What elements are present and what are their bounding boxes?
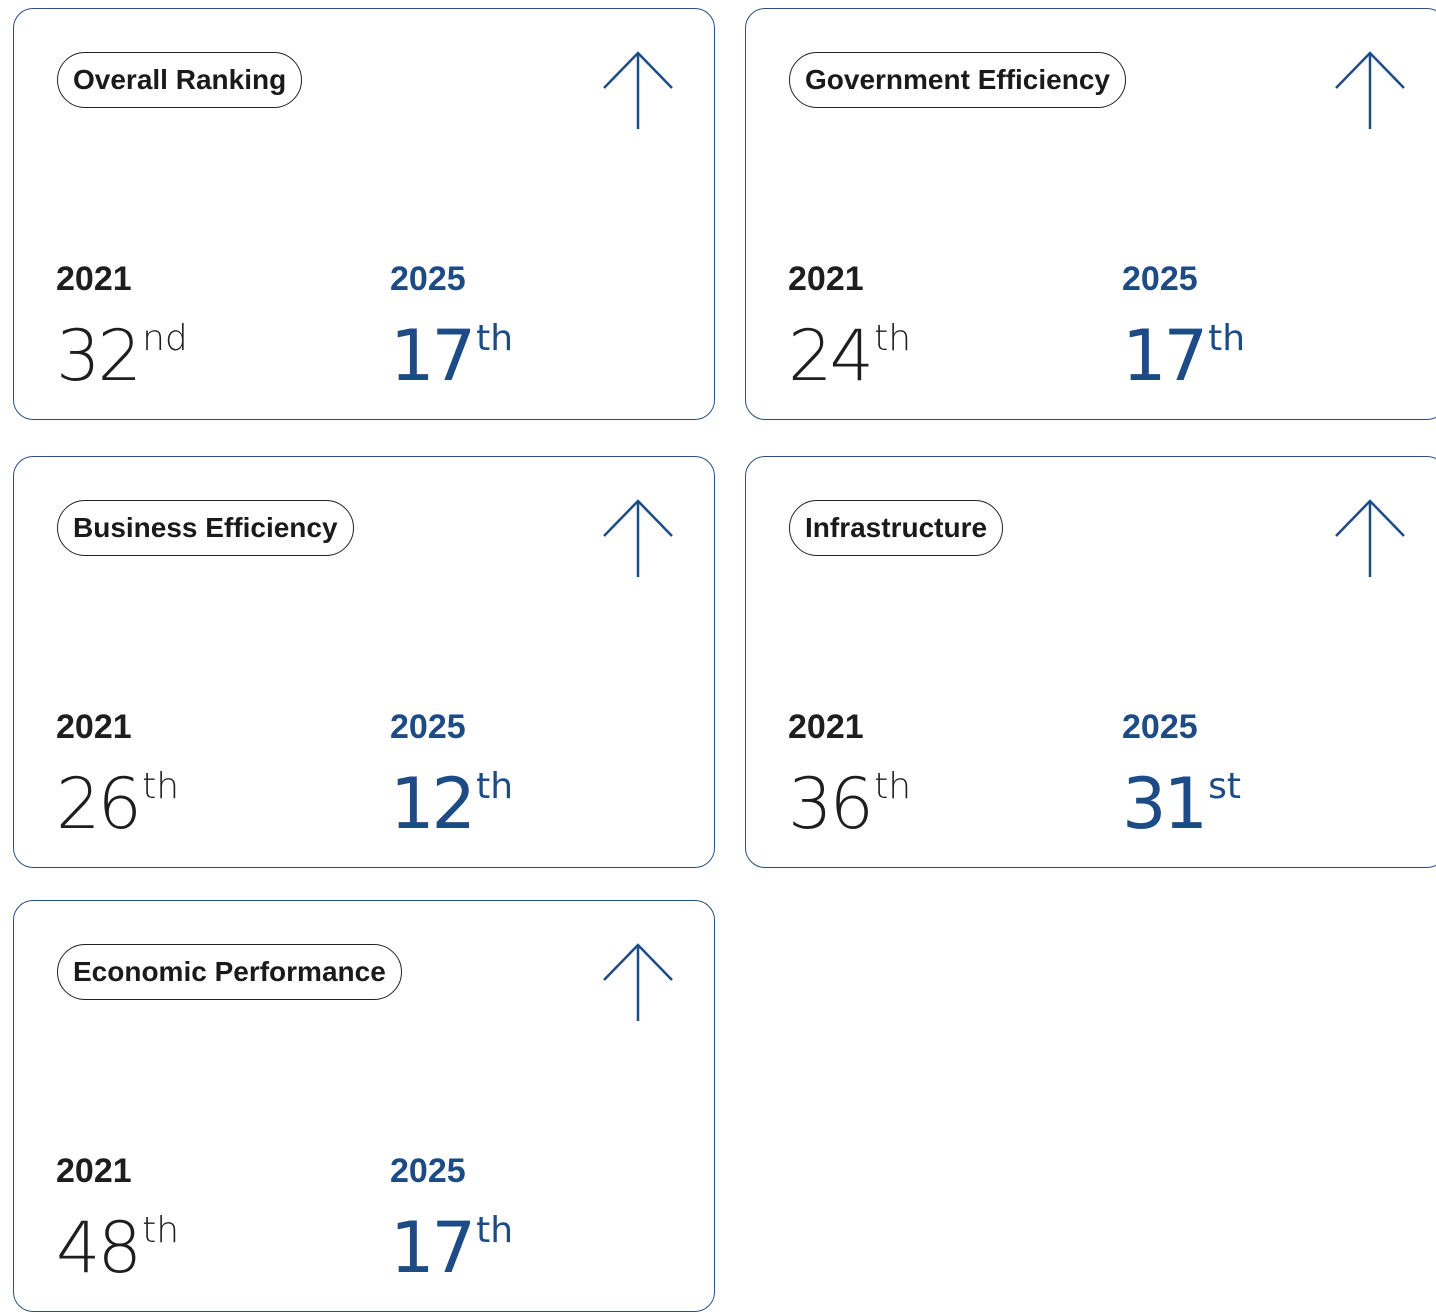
year: 2021 xyxy=(788,708,864,746)
rank-suffix: nd xyxy=(142,318,188,359)
up-arrow-icon xyxy=(1335,51,1405,129)
year: 2021 xyxy=(56,1152,132,1190)
rank-number: 48 xyxy=(56,1207,142,1289)
rank-number: 26 xyxy=(56,763,142,845)
card-label: Government Efficiency xyxy=(789,52,1126,108)
rank: 17th xyxy=(1122,299,1245,396)
rank-number: 17 xyxy=(1122,315,1208,397)
rank: 48th xyxy=(56,1191,179,1288)
year: 2025 xyxy=(390,708,466,746)
year: 2025 xyxy=(390,260,466,298)
rank: 17th xyxy=(390,299,513,396)
arrow-path xyxy=(603,51,673,129)
year: 2025 xyxy=(390,1152,466,1190)
rank-suffix: th xyxy=(142,1210,180,1251)
rank-suffix: th xyxy=(476,1210,514,1251)
card-label: Overall Ranking xyxy=(57,52,303,108)
rank-number: 36 xyxy=(788,763,874,845)
up-arrow-icon xyxy=(603,943,673,1021)
rank-suffix: th xyxy=(874,318,912,359)
ranking-card: Infrastructure 2021 36th 2025 31st xyxy=(745,456,1436,868)
rank-suffix: th xyxy=(874,766,912,807)
up-arrow-icon xyxy=(603,499,673,577)
rank-column: 2025 17th xyxy=(1122,259,1245,396)
arrow-path xyxy=(603,499,673,577)
rank-suffix: th xyxy=(476,318,514,359)
rank-column: 2021 24th xyxy=(788,259,911,396)
ranking-card: Economic Performance 2021 48th 2025 17th xyxy=(13,900,715,1312)
rank-suffix: th xyxy=(476,766,514,807)
year: 2021 xyxy=(788,260,864,298)
rank-column: 2021 32nd xyxy=(56,259,188,396)
rank-suffix: st xyxy=(1208,766,1241,807)
rank-number: 17 xyxy=(390,315,476,397)
year: 2025 xyxy=(1122,260,1198,298)
rank: 32nd xyxy=(56,299,188,396)
rank-column: 2025 12th xyxy=(390,707,513,844)
rank-number: 12 xyxy=(390,763,476,845)
arrow-path xyxy=(1335,499,1405,577)
rank-column: 2025 17th xyxy=(390,1151,513,1288)
rank-column: 2021 26th xyxy=(56,707,179,844)
rank-suffix: th xyxy=(1208,318,1246,359)
rank-suffix: th xyxy=(142,766,180,807)
card-label: Economic Performance xyxy=(57,944,402,1000)
rank: 36th xyxy=(788,747,911,844)
up-arrow-icon xyxy=(603,51,673,129)
rank: 17th xyxy=(390,1191,513,1288)
rank-number: 31 xyxy=(1122,763,1208,845)
year: 2025 xyxy=(1122,708,1198,746)
rank-number: 24 xyxy=(788,315,874,397)
ranking-card: Overall Ranking 2021 32nd 2025 17th xyxy=(13,8,715,420)
rank: 31st xyxy=(1122,747,1241,844)
arrow-path xyxy=(603,943,673,1021)
rank: 12th xyxy=(390,747,513,844)
year: 2021 xyxy=(56,708,132,746)
arrow-path xyxy=(1335,51,1405,129)
rank: 26th xyxy=(56,747,179,844)
up-arrow-icon xyxy=(1335,499,1405,577)
rank-number: 32 xyxy=(56,315,142,397)
rank-column: 2025 17th xyxy=(390,259,513,396)
ranking-card: Business Efficiency 2021 26th 2025 12th xyxy=(13,456,715,868)
card-label: Infrastructure xyxy=(789,500,1004,556)
rank-column: 2025 31st xyxy=(1122,707,1241,844)
rank-column: 2021 48th xyxy=(56,1151,179,1288)
ranking-card: Government Efficiency 2021 24th 2025 17th xyxy=(745,8,1436,420)
rank-column: 2021 36th xyxy=(788,707,911,844)
rank-number: 17 xyxy=(390,1207,476,1289)
rank: 24th xyxy=(788,299,911,396)
year: 2021 xyxy=(56,260,132,298)
card-label: Business Efficiency xyxy=(57,500,354,556)
